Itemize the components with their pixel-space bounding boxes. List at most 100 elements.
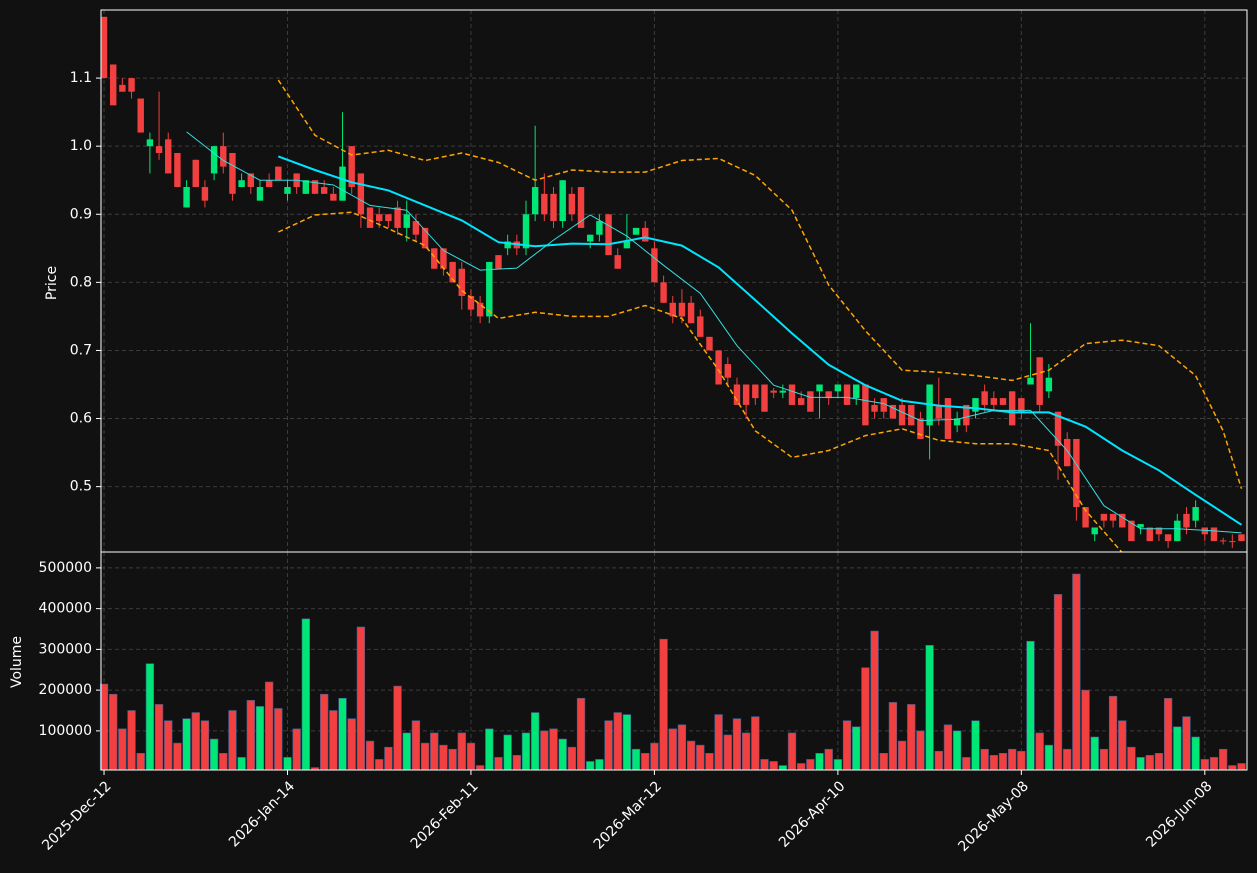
candle-body [935, 404, 942, 419]
y-tick-label: 0.6 [70, 411, 92, 427]
volume-bar [448, 748, 457, 771]
y-tick-label: 0.7 [70, 342, 92, 358]
candle-body [1027, 377, 1034, 385]
volume-bar [576, 697, 586, 771]
volume-bar [787, 732, 797, 771]
volume-bar [154, 704, 164, 771]
y-tick-label: 400000 [39, 601, 92, 617]
candle-body [366, 207, 374, 228]
candle-body [1073, 438, 1080, 508]
volume-bar [393, 685, 402, 771]
volume-bar [173, 742, 182, 771]
candle-body [275, 166, 282, 181]
candle-body [320, 187, 328, 194]
candle-body [651, 248, 658, 283]
candle-body [229, 152, 236, 194]
y-tick-label: 1.0 [70, 138, 92, 154]
candle-body [898, 404, 906, 426]
volume-bar [1228, 765, 1237, 771]
volume-bar [943, 724, 953, 771]
candle-body [1174, 520, 1181, 542]
volume-bar [191, 712, 200, 771]
volume-bar [934, 750, 943, 771]
volume-bar [1182, 716, 1191, 771]
candle-body [623, 241, 631, 249]
volume-bar [824, 748, 833, 771]
volume-bar [1026, 640, 1035, 771]
candle-body [1119, 513, 1126, 528]
volume-bar [136, 752, 145, 771]
volume-bar [631, 748, 641, 771]
candle-body [963, 404, 970, 426]
candle-body [697, 316, 704, 337]
candle-body [953, 418, 961, 426]
volume-bar [916, 730, 925, 771]
candle-body [632, 227, 640, 235]
candle-body [385, 214, 392, 222]
volume-bar [430, 732, 439, 771]
volume-bar [659, 638, 668, 771]
candle-body [999, 398, 1007, 405]
candle-body [1036, 357, 1043, 405]
candle-body [1008, 391, 1016, 426]
volume-bar [686, 740, 696, 771]
volume-bar [778, 765, 787, 771]
volume-bar [549, 728, 558, 771]
y-tick-label: 1.1 [70, 70, 92, 86]
candle-body [853, 384, 860, 399]
y-tick-label: 0.8 [70, 274, 92, 290]
volume-bar [182, 718, 191, 771]
volume-bar [732, 718, 742, 771]
volume-bar [1035, 732, 1044, 771]
candle-body [1109, 513, 1117, 521]
candle-body [715, 350, 722, 385]
candle-body [742, 384, 750, 405]
indicator-line [277, 155, 1243, 526]
volume-bar [411, 720, 421, 771]
volume-bar [338, 697, 347, 771]
volume-bar [145, 663, 155, 771]
candle-body [238, 180, 245, 188]
volume-bar [1044, 744, 1054, 771]
volume-bar [1191, 736, 1200, 771]
candle-body [330, 193, 337, 201]
candle-body [440, 248, 447, 269]
volume-bar [347, 718, 356, 771]
candle-body [733, 384, 741, 405]
volume-bar [668, 728, 677, 771]
candle-body [687, 302, 695, 324]
volume-bar [558, 738, 567, 771]
candle-body [109, 64, 117, 106]
candle-body [449, 261, 456, 283]
panel-frame [100, 551, 1248, 771]
volume-bar [998, 752, 1008, 771]
candle-body [412, 221, 420, 235]
candle-body [807, 391, 814, 412]
volume-bar [595, 759, 604, 771]
candle-body [476, 302, 484, 317]
volume-bar [586, 761, 595, 771]
candle-body [531, 187, 539, 215]
candle-body [568, 193, 576, 215]
candle-body [880, 398, 887, 412]
volume-bar [714, 714, 723, 771]
candle-body [1238, 534, 1245, 542]
candle-body [678, 302, 686, 317]
volume-bar [806, 759, 815, 771]
volume-bar [888, 702, 898, 771]
indicator-line [186, 131, 1242, 534]
candle-body [541, 193, 548, 215]
y-tick-label: 0.5 [70, 479, 92, 495]
volume-bar [1163, 697, 1173, 771]
candle-body [559, 180, 566, 222]
candle-body [889, 404, 897, 419]
volume-bar [1127, 746, 1136, 771]
volume-bar [292, 728, 301, 771]
volume-bar [604, 720, 613, 771]
volume-bar [769, 761, 778, 771]
volume-bar [531, 712, 540, 771]
indicator-line [277, 79, 1243, 489]
volume-bar [485, 728, 494, 771]
candle-body [128, 78, 135, 92]
volume-bar [1118, 720, 1127, 771]
